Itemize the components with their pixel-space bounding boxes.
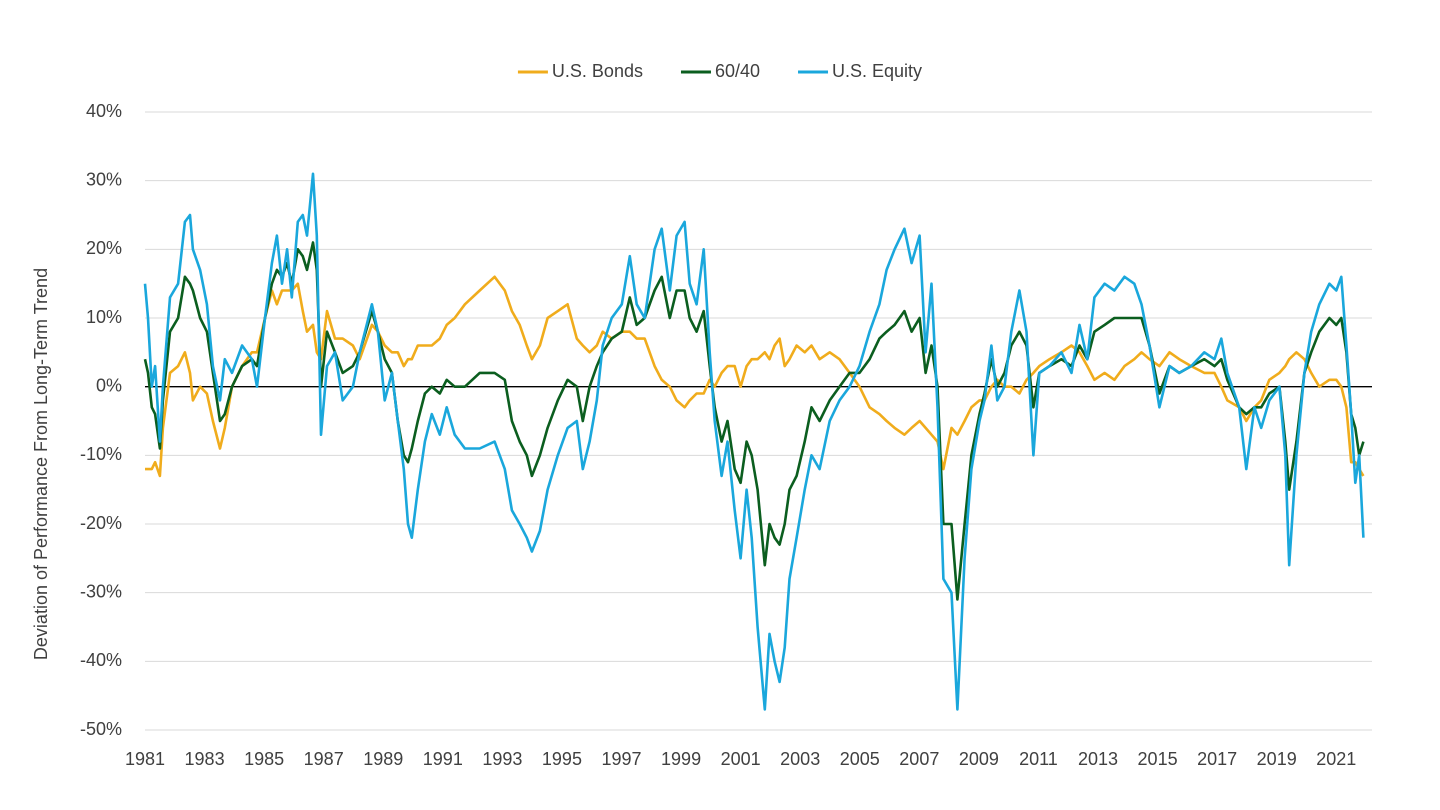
y-tick-label: 20%: [86, 238, 122, 258]
x-tick-label: 2007: [899, 749, 939, 769]
x-tick-label: 1989: [363, 749, 403, 769]
series-line: [143, 241, 1365, 601]
x-tick-label: 1995: [542, 749, 582, 769]
x-tick-label: 1987: [304, 749, 344, 769]
x-tick-label: 1981: [125, 749, 165, 769]
y-tick-label: -40%: [80, 650, 122, 670]
x-tick-label: 2005: [840, 749, 880, 769]
y-tick-label: 10%: [86, 307, 122, 327]
x-tick-label: 1983: [185, 749, 225, 769]
x-tick-label: 1993: [482, 749, 522, 769]
x-tick-label: 1997: [601, 749, 641, 769]
x-tick-label: 1985: [244, 749, 284, 769]
y-axis-label: Deviation of Performance From Long-Term …: [31, 268, 51, 660]
legend-label: U.S. Equity: [832, 61, 922, 81]
series-line: [145, 275, 1365, 478]
y-tick-label: 30%: [86, 169, 122, 189]
x-tick-label: 1999: [661, 749, 701, 769]
x-tick-label: 1991: [423, 749, 463, 769]
x-tick-label: 2021: [1316, 749, 1356, 769]
x-tick-label: 2013: [1078, 749, 1118, 769]
x-tick-label: 2001: [721, 749, 761, 769]
y-tick-label: 0%: [96, 375, 122, 395]
y-tick-label: -20%: [80, 513, 122, 533]
x-tick-label: 2017: [1197, 749, 1237, 769]
y-tick-label: 40%: [86, 101, 122, 121]
y-tick-label: -50%: [80, 719, 122, 739]
series-line: [143, 172, 1365, 711]
x-tick-label: 2015: [1138, 749, 1178, 769]
legend-label: U.S. Bonds: [552, 61, 643, 81]
x-tick-label: 2011: [1019, 749, 1058, 769]
y-tick-label: -30%: [80, 581, 122, 601]
y-tick-label: -10%: [80, 444, 122, 464]
x-tick-label: 2009: [959, 749, 999, 769]
legend-label: 60/40: [715, 61, 760, 81]
x-tick-label: 2019: [1257, 749, 1297, 769]
x-tick-label: 2003: [780, 749, 820, 769]
